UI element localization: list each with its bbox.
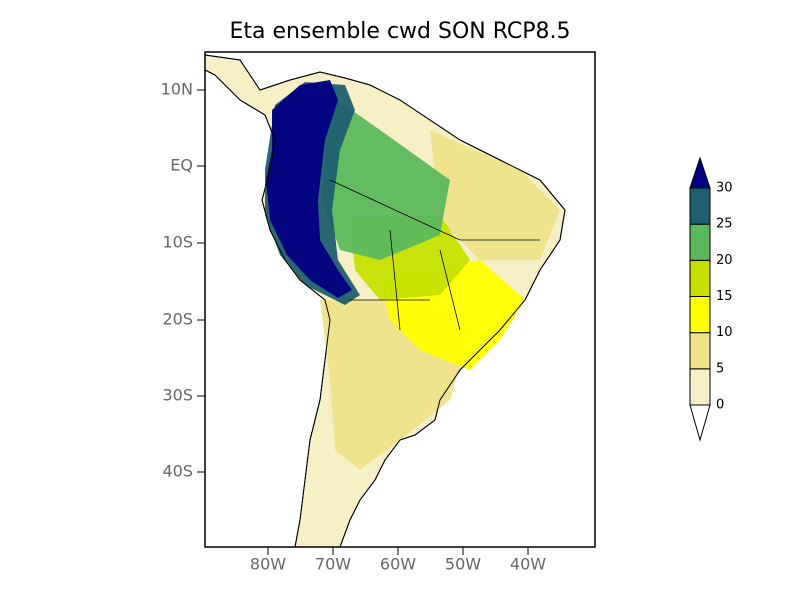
lon-label: 70W: [315, 555, 351, 574]
colorbar-segment: [689, 259, 711, 298]
lat-label: 20S: [162, 310, 193, 329]
contour-region: [266, 80, 352, 298]
colorbar-segment: [689, 223, 711, 261]
colorbar-segment: [689, 187, 711, 225]
border: [389, 229, 401, 331]
colorbar: 0 5 10 15 20 25 30: [689, 156, 733, 442]
colorbar-segment: [689, 296, 711, 334]
colorbar-label: 10: [716, 325, 733, 340]
map-frame: [204, 51, 596, 548]
colorbar-label: 20: [716, 253, 733, 268]
contour-region: [322, 95, 450, 260]
lon-label: 40W: [510, 555, 546, 574]
lon-label: 80W: [250, 555, 286, 574]
border: [439, 249, 461, 331]
border: [329, 179, 461, 241]
lon-label: 60W: [380, 555, 416, 574]
lat-label: 10N: [161, 80, 193, 99]
map: [205, 54, 566, 547]
coastline: [205, 54, 566, 547]
colorbar-segment: [689, 332, 711, 370]
lat-label: 30S: [162, 386, 193, 405]
lon-label: 50W: [445, 555, 481, 574]
contour-region: [430, 130, 560, 260]
lat-label: 10S: [162, 233, 193, 252]
colorbar-over: [689, 156, 711, 189]
lat-label: EQ: [170, 156, 193, 175]
lat-label: 40S: [162, 462, 193, 481]
map-title: Eta ensemble cwd SON RCP8.5: [229, 19, 570, 44]
colorbar-label: 15: [716, 289, 733, 304]
colorbar-segment: [689, 368, 711, 406]
colorbar-label: 25: [716, 217, 733, 232]
colorbar-label: 0: [716, 398, 724, 413]
colorbar-label: 30: [716, 181, 733, 196]
colorbar-label: 5: [716, 361, 724, 376]
colorbar-under: [689, 404, 711, 442]
